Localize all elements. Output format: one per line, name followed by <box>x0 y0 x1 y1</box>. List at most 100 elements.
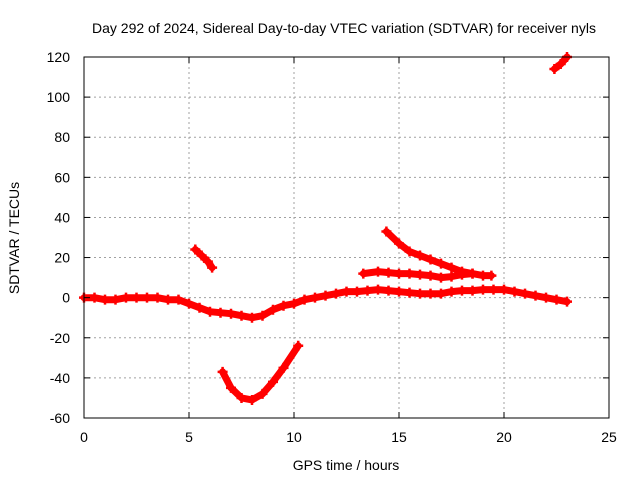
y-axis-label: SDTVAR / TECUs <box>6 182 22 294</box>
data-point <box>352 286 362 297</box>
data-point <box>320 290 331 301</box>
data-point <box>425 288 436 299</box>
data-point <box>446 286 457 297</box>
data-point <box>100 294 110 305</box>
data-point <box>268 304 278 315</box>
data-point <box>268 376 278 387</box>
data-point <box>541 292 551 303</box>
data-point <box>184 298 194 309</box>
axis-ticks: 0 5 10 15 20 25 -60 -40 -20 0 20 40 60 80 100 120 <box>47 49 617 445</box>
data-point <box>415 288 425 299</box>
data-point <box>331 288 341 299</box>
data-point <box>446 271 457 282</box>
data-point <box>555 59 566 70</box>
data-point <box>362 285 373 296</box>
data-point <box>190 244 201 255</box>
data-point <box>215 307 226 318</box>
data-point <box>383 285 394 296</box>
data-point <box>499 284 509 295</box>
data-point <box>236 310 247 321</box>
data-point <box>562 296 572 307</box>
data-point <box>467 268 478 279</box>
data-point <box>257 388 268 399</box>
data-point <box>247 394 257 405</box>
data-point <box>415 250 425 261</box>
data-series-group <box>79 52 572 405</box>
data-point <box>404 246 415 257</box>
plot-frame <box>83 56 610 419</box>
series-arc-short <box>191 246 216 272</box>
series-arc-dip <box>219 342 302 404</box>
data-point <box>381 226 392 237</box>
x-tick-label: 20 <box>496 429 512 445</box>
data-point <box>289 298 299 309</box>
data-point <box>436 258 446 269</box>
data-point <box>404 287 415 298</box>
data-point <box>278 300 289 311</box>
data-point <box>394 238 404 249</box>
y-tick-label: -20 <box>50 330 70 346</box>
x-tick-label: 5 <box>185 429 193 445</box>
data-point <box>509 286 520 297</box>
data-point <box>488 284 499 295</box>
data-point <box>278 362 289 373</box>
data-point <box>205 306 215 317</box>
data-point <box>152 292 163 303</box>
y-tick-label: -40 <box>50 370 70 386</box>
data-point <box>299 294 310 305</box>
y-tick-label: 100 <box>47 89 71 105</box>
data-point <box>394 268 404 279</box>
y-tick-label: 20 <box>54 250 70 266</box>
data-point <box>549 64 560 75</box>
data-point <box>217 366 228 377</box>
data-point <box>310 292 320 303</box>
grid <box>84 57 609 418</box>
data-point <box>121 292 131 303</box>
y-tick-label: 80 <box>54 129 70 145</box>
data-point <box>207 262 218 273</box>
data-point <box>478 284 488 295</box>
data-point <box>293 340 304 351</box>
data-point <box>425 270 436 281</box>
x-tick-label: 15 <box>391 429 407 445</box>
data-point <box>173 294 184 305</box>
data-point <box>226 382 236 393</box>
x-tick-label: 10 <box>286 429 302 445</box>
y-tick-label: -60 <box>50 410 70 426</box>
data-point <box>394 286 404 297</box>
x-tick-label: 0 <box>80 429 88 445</box>
data-point <box>446 262 457 273</box>
data-point <box>373 266 383 277</box>
x-axis-label: GPS time / hours <box>293 457 400 473</box>
y-tick-label: 0 <box>62 290 70 306</box>
data-point <box>110 294 121 305</box>
data-point <box>467 285 478 296</box>
data-point <box>486 270 497 281</box>
data-point <box>358 268 369 279</box>
data-point <box>436 288 446 299</box>
data-point <box>194 302 205 313</box>
data-point <box>436 272 446 283</box>
data-point <box>478 270 488 281</box>
y-tick-label: 60 <box>54 169 70 185</box>
data-point <box>404 268 415 279</box>
data-point <box>142 292 152 303</box>
x-tick-label: 25 <box>601 429 617 445</box>
data-point <box>89 292 100 303</box>
data-point <box>551 294 562 305</box>
chart-title: Day 292 of 2024, Sidereal Day-to-day VTE… <box>92 20 596 36</box>
data-point <box>530 290 541 301</box>
data-point <box>457 269 467 280</box>
y-tick-label: 120 <box>47 49 71 65</box>
data-point <box>247 312 257 323</box>
data-point <box>425 254 436 265</box>
data-point <box>383 267 394 278</box>
y-tick-label: 40 <box>54 209 70 225</box>
data-point <box>163 294 173 305</box>
data-point <box>257 310 268 321</box>
data-point <box>457 285 467 296</box>
data-point <box>341 286 352 297</box>
data-point <box>131 292 142 303</box>
data-point <box>373 284 383 295</box>
